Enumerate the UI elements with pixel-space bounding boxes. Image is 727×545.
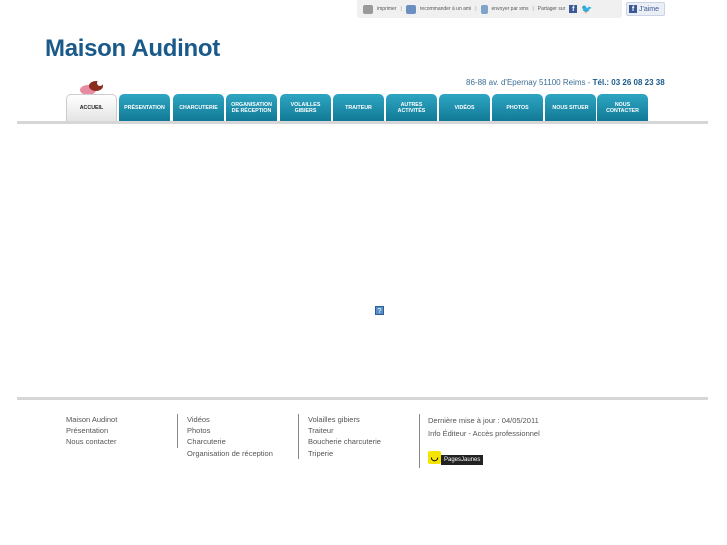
like-label: J'aime: [639, 5, 660, 13]
tab-traiteur[interactable]: TRAITEUR: [333, 94, 384, 121]
recommend-link[interactable]: recommander à un ami: [419, 6, 472, 12]
tab-nous-contacter[interactable]: NOUS CONTACTER: [597, 94, 648, 121]
tab-présentation[interactable]: PRÉSENTATION: [119, 94, 170, 121]
share-label: Partager sur: [537, 6, 566, 12]
footer-link[interactable]: Vidéos: [187, 415, 210, 424]
footer-separator: [419, 414, 420, 468]
footer-link[interactable]: Triperie: [308, 448, 334, 458]
footer-link[interactable]: Organisation de réception: [187, 448, 273, 458]
footer-col-1: Maison Audinot Présentation Nous contact…: [66, 414, 117, 448]
twitter-icon[interactable]: 🐦: [581, 3, 593, 14]
footer-col-2: Vidéos Photos Charcuterie Organisation d…: [187, 414, 273, 459]
pagesjaunes-badge[interactable]: ◡ PagesJaunes: [428, 450, 484, 465]
footer-separator: [298, 414, 299, 459]
footer-col-3: Volailles gibiers Traiteur Boucherie cha…: [308, 414, 381, 459]
footer-link[interactable]: Charcuterie: [187, 437, 226, 447]
smiley-icon: ◡: [428, 451, 441, 464]
footer-separator: [177, 414, 178, 448]
footer-link[interactable]: Volailles gibiers: [308, 415, 360, 424]
info-editeur-link[interactable]: Info Éditeur: [428, 429, 467, 438]
acces-pro-link[interactable]: Accès professionnel: [472, 429, 540, 438]
printer-icon[interactable]: [363, 4, 373, 14]
site-title[interactable]: Maison Audinot: [45, 35, 220, 62]
footer-link[interactable]: Maison Audinot: [66, 415, 118, 424]
tab-organisation-de-réception[interactable]: ORGANISATION DE RÉCEPTION: [226, 94, 277, 121]
share-toolbar: imprimer | recommander à un ami | envoyer …: [357, 0, 622, 18]
address: 86-88 av. d'Epernay 51100 Reims -: [466, 78, 593, 87]
tab-accueil[interactable]: ACCUEIL: [66, 94, 117, 121]
broken-image-icon: ?: [375, 306, 384, 315]
footer-link[interactable]: Présentation: [66, 426, 109, 436]
like-button[interactable]: f J'aime: [626, 2, 665, 16]
footer-link[interactable]: Photos: [187, 426, 211, 436]
last-updated: Dernière mise à jour : 04/05/2011: [428, 416, 539, 425]
tab-photos[interactable]: PHOTOS: [492, 94, 543, 121]
sms-link[interactable]: envoyer par sms: [491, 6, 529, 12]
address-line: 86-88 av. d'Epernay 51100 Reims - Tél.: …: [466, 78, 665, 87]
tab-volailles-gibiers[interactable]: VOLAILLES GIBIERS: [280, 94, 331, 121]
facebook-icon[interactable]: f: [569, 5, 578, 13]
nav-divider: [17, 121, 708, 124]
footer-divider: [17, 397, 708, 400]
footer-col-4: Dernière mise à jour : 04/05/2011 Info É…: [428, 414, 540, 440]
pagesjaunes-label: PagesJaunes: [441, 454, 484, 465]
pig-cow-mascot-icon: [80, 80, 103, 95]
footer-link[interactable]: Traiteur: [308, 426, 334, 436]
footer-link[interactable]: Nous contacter: [66, 437, 117, 447]
facebook-icon: f: [629, 5, 637, 13]
tab-nous-situer[interactable]: NOUS SITUER: [545, 94, 596, 121]
separator: |: [475, 6, 477, 12]
tab-charcuterie[interactable]: CHARCUTERIE: [173, 94, 224, 121]
separator: -: [466, 429, 473, 438]
phone-icon[interactable]: [480, 4, 488, 14]
recommend-icon[interactable]: [405, 4, 416, 14]
separator: |: [532, 6, 534, 12]
phone: Tél.: 03 26 08 23 38: [592, 78, 665, 87]
tab-vidéos[interactable]: VIDÉOS: [439, 94, 490, 121]
separator: |: [400, 6, 402, 12]
tab-autres-activités[interactable]: AUTRES ACTIVITÉS: [386, 94, 437, 121]
print-link[interactable]: imprimer: [377, 6, 397, 12]
footer-link[interactable]: Boucherie charcuterie: [308, 437, 381, 447]
